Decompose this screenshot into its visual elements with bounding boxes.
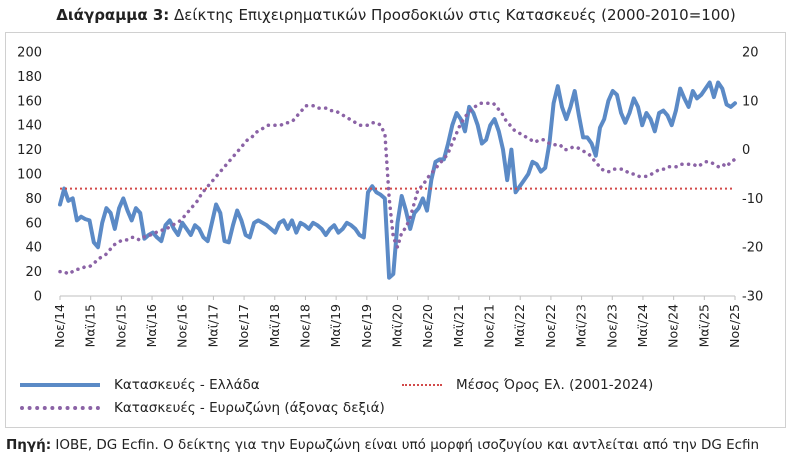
- x-tick-label: Μαϊ/15: [83, 304, 98, 347]
- x-tick-label: Νοε/19: [359, 304, 374, 348]
- y-left-tick-label: 120: [17, 143, 42, 158]
- source-text: ΙΟΒΕ, DG Ecfin. Ο δείκτης για την Ευρωζώ…: [51, 437, 760, 453]
- legend-item-greece: Κατασκευές - Ελλάδα: [20, 377, 260, 393]
- x-tick-label: Νοε/22: [543, 304, 558, 348]
- y-left-tick-label: 180: [17, 70, 42, 85]
- x-tick-label: Μαϊ/25: [696, 304, 711, 347]
- x-tick-label: Νοε/17: [236, 304, 251, 348]
- source-label: Πηγή:: [6, 437, 52, 453]
- x-tick-label: Νοε/16: [175, 304, 190, 348]
- x-tick-label: Νοε/24: [666, 304, 681, 348]
- y-right-tick-label: 0: [742, 143, 750, 158]
- x-tick-label: Νοε/23: [604, 304, 619, 348]
- chart-title: Διάγραμμα 3: Δείκτης Επιχειρηματικών Προ…: [0, 6, 792, 24]
- chart-title-label: Διάγραμμα 3:: [56, 6, 170, 24]
- right-axis: -30 -20 -10 0 10 20: [742, 46, 763, 305]
- y-left-tick-label: 100: [17, 168, 42, 183]
- y-left-tick-label: 0: [34, 290, 42, 305]
- x-tick-label: Νοε/20: [420, 304, 435, 348]
- x-tick-label: Μαϊ/18: [267, 304, 282, 347]
- y-left-tick-label: 200: [17, 46, 42, 61]
- y-right-tick-label: -10: [742, 192, 763, 207]
- y-left-tick-label: 20: [25, 265, 42, 280]
- y-right-tick-label: 10: [742, 94, 759, 109]
- chart-frame: [5, 32, 786, 428]
- x-tick-label: Νοε/25: [727, 304, 742, 348]
- chart-title-text: Δείκτης Επιχειρηματικών Προσδοκιών στις …: [169, 6, 736, 24]
- x-tick-label: Νοε/21: [482, 304, 497, 348]
- x-tick-label: Μαϊ/24: [635, 304, 650, 347]
- y-right-tick-label: 20: [742, 46, 759, 61]
- plot-area: [58, 80, 737, 280]
- legend-item-average: Μέσος Όρος Ελ. (2001-2024): [402, 377, 653, 393]
- x-axis: Νοε/14 Μαϊ/15 Νοε/15 Μαϊ/16 Νοε/16 Μαϊ/17 Νοε/…: [52, 295, 742, 348]
- left-axis: 0 20 40 60 80 100 120 140 160 180 200: [17, 46, 42, 305]
- source-note: Πηγή: ΙΟΒΕ, DG Ecfin. Ο δείκτης για την …: [6, 437, 759, 453]
- legend-label-greece: Κατασκευές - Ελλάδα: [114, 377, 260, 393]
- y-right-tick-label: -30: [742, 290, 763, 305]
- y-left-tick-label: 80: [25, 192, 42, 207]
- x-tick-label: Μαϊ/20: [390, 304, 405, 347]
- x-tick-label: Νοε/15: [113, 304, 128, 348]
- y-left-tick-label: 140: [17, 119, 42, 134]
- x-tick-label: Μαϊ/21: [451, 304, 466, 347]
- y-right-tick-label: -20: [742, 241, 763, 256]
- legend-swatch-eurozone: [20, 406, 100, 410]
- x-tick-label: Νοε/14: [52, 304, 67, 348]
- legend-label-average: Μέσος Όρος Ελ. (2001-2024): [456, 377, 654, 393]
- x-tick-label: Μαϊ/19: [328, 304, 343, 347]
- x-tick-label: Μαϊ/23: [574, 304, 589, 347]
- legend-swatch-greece: [20, 383, 100, 387]
- x-tick-label: Νοε/18: [297, 304, 312, 348]
- series-line-eurozone: [58, 101, 737, 276]
- series-line-greece: [58, 80, 737, 280]
- legend-item-eurozone: Κατασκευές - Ευρωζώνη (άξονας δεξιά): [20, 400, 385, 416]
- x-tick-label: Μαϊ/22: [512, 304, 527, 347]
- legend-swatch-average: [402, 384, 442, 386]
- y-left-tick-label: 160: [17, 94, 42, 109]
- legend-label-eurozone: Κατασκευές - Ευρωζώνη (άξονας δεξιά): [114, 400, 385, 416]
- y-left-tick-label: 40: [25, 241, 42, 256]
- x-tick-label: Μαϊ/16: [144, 304, 159, 347]
- y-left-tick-label: 60: [25, 216, 42, 231]
- x-tick-label: Μαϊ/17: [205, 304, 220, 347]
